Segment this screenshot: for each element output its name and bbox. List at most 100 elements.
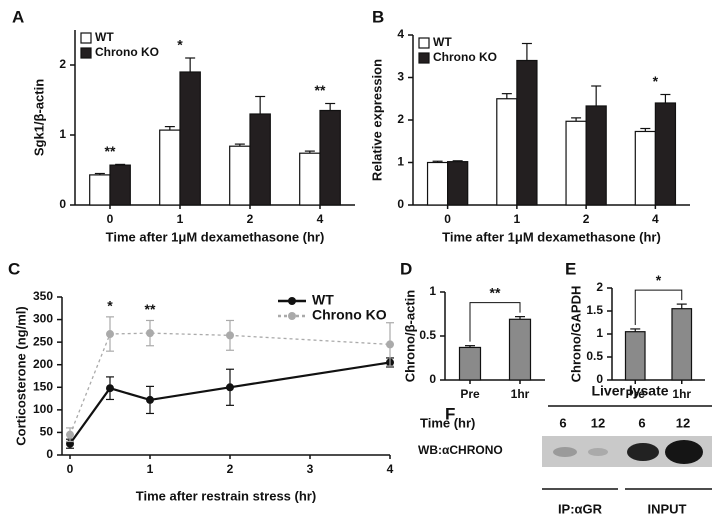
point — [386, 340, 394, 349]
x-tick-label: 0 — [67, 462, 74, 476]
legend-label: WT — [95, 30, 114, 44]
y-tick-label: 300 — [33, 312, 53, 326]
bar — [508, 318, 532, 381]
panel-letter: A — [12, 7, 24, 26]
bar — [426, 161, 449, 206]
x-tick-label: 2 — [247, 212, 254, 226]
blot-band — [588, 448, 608, 456]
legend-swatch — [80, 32, 92, 44]
y-tick-label: 1 — [429, 284, 436, 298]
bar — [179, 71, 201, 206]
significance: * — [653, 73, 659, 89]
panel-letter: F — [445, 404, 455, 423]
y-tick-label: 0 — [397, 197, 404, 211]
group-label: INPUT — [648, 501, 687, 516]
bar — [319, 109, 341, 206]
panel-letter: B — [372, 7, 384, 26]
point — [106, 330, 114, 339]
lane-label: 6 — [559, 415, 566, 430]
bar — [654, 102, 677, 206]
y-tick-label: 2 — [59, 57, 66, 71]
point — [146, 395, 154, 404]
x-tick-label: Pre — [460, 387, 480, 401]
bar — [229, 145, 251, 206]
y-tick-label: 250 — [33, 334, 53, 348]
point — [106, 384, 114, 393]
legend-marker — [288, 297, 296, 305]
bar — [89, 174, 111, 206]
blot-band — [627, 443, 659, 461]
significance: ** — [145, 301, 156, 317]
lane-label: 6 — [638, 415, 645, 430]
y-tick-label: 0 — [46, 447, 53, 461]
blot-band — [665, 440, 703, 464]
legend-label: Chrono KO — [312, 307, 387, 323]
legend-label: Chrono KO — [95, 45, 159, 59]
bar — [249, 113, 271, 206]
legend-label: WT — [433, 35, 452, 49]
significance: * — [107, 298, 113, 314]
lane-label: 12 — [676, 415, 690, 430]
legend-label: WT — [312, 292, 334, 308]
y-tick-label: 0.5 — [419, 328, 436, 342]
y-tick-label: 0 — [59, 197, 66, 211]
bar — [516, 59, 538, 206]
bar — [585, 105, 607, 206]
significance: * — [656, 272, 662, 288]
y-tick-label: 0 — [596, 372, 603, 386]
group-label: IP:αGR — [558, 501, 603, 516]
y-axis-label: Chrono/β-actin — [402, 290, 417, 382]
bar — [565, 120, 587, 206]
x-axis-label: Time after 1μM dexamethasone (hr) — [106, 229, 325, 244]
y-tick-label: 2 — [397, 112, 404, 126]
y-tick-label: 150 — [33, 379, 53, 393]
significance: * — [177, 37, 183, 53]
bracket — [469, 302, 521, 342]
bar — [624, 331, 646, 381]
y-tick-label: 1 — [59, 127, 66, 141]
point — [66, 430, 74, 439]
bar — [159, 129, 181, 206]
legend-swatch — [418, 37, 430, 49]
blot-band — [553, 447, 577, 457]
legend-label: Chrono KO — [433, 50, 497, 64]
blot-title: Liver lysate — [591, 383, 668, 399]
bar — [109, 164, 131, 206]
x-tick-label: 2 — [583, 212, 590, 226]
series-line — [69, 332, 391, 435]
significance: ** — [490, 284, 501, 300]
x-tick-label: Pre — [626, 387, 646, 401]
x-tick-label: 1hr — [672, 387, 691, 401]
y-tick-label: 4 — [397, 27, 404, 41]
panel-letter: C — [8, 259, 20, 278]
bar — [496, 98, 518, 206]
x-tick-label: 1 — [514, 212, 521, 226]
blot-panel: F Liver lysate Time (hr) 6 12 6 12 WB:αC… — [418, 383, 712, 516]
legend-swatch — [80, 47, 92, 59]
x-axis-label: Time after restrain stress (hr) — [136, 488, 316, 503]
point — [146, 329, 154, 338]
x-tick-label: 0 — [107, 212, 114, 226]
x-tick-label: 3 — [307, 462, 314, 476]
y-tick-label: 200 — [33, 357, 53, 371]
bar — [458, 346, 482, 381]
x-tick-label: 1 — [177, 212, 184, 226]
x-tick-label: 4 — [652, 212, 659, 226]
blot-time-label: Time (hr) — [420, 415, 475, 430]
y-tick-label: 1.5 — [586, 303, 603, 317]
bar — [634, 130, 656, 206]
y-axis-label: Corticosterone (ng/ml) — [13, 306, 28, 445]
x-tick-label: 1hr — [511, 387, 530, 401]
bar — [447, 161, 469, 206]
panel-letter: D — [400, 259, 412, 278]
panel-letter: E — [565, 259, 576, 278]
y-tick-label: 350 — [33, 289, 53, 303]
significance: ** — [315, 82, 326, 98]
blot-row-label: WB:αCHRONO — [418, 443, 503, 457]
y-axis-label: Relative expression — [369, 59, 384, 181]
lane-label: 12 — [591, 415, 605, 430]
point — [226, 331, 234, 340]
bracket — [634, 289, 683, 325]
x-tick-label: 4 — [387, 462, 394, 476]
